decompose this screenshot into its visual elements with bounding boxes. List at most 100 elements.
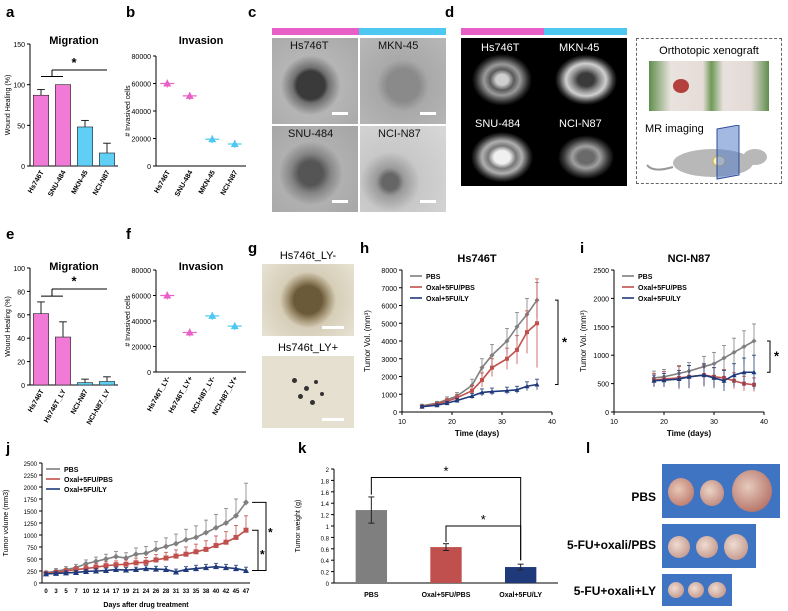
panel-label-g: g (248, 240, 258, 257)
data-point (193, 565, 199, 572)
bar (32, 313, 49, 386)
y-tick-label: 80 (17, 289, 25, 296)
y-tick-label: 100 (13, 266, 25, 273)
sig-bracket (252, 501, 267, 572)
data-point (93, 564, 99, 570)
y-tick-label: 2000 (24, 486, 38, 492)
x-tick-label: 10 (610, 419, 618, 426)
y-tick-label: 80000 (132, 54, 152, 61)
panel-label-e: e (6, 226, 15, 243)
photo-label: MKN-45 (378, 40, 419, 52)
tumor-photo-item (668, 536, 690, 558)
y-tick-label: 500 (597, 382, 609, 389)
x-tick-label: 24 (143, 589, 150, 595)
data-point (661, 377, 667, 383)
y-tick-label: 40 (17, 336, 25, 343)
data-point (676, 376, 682, 382)
panel-label-a: a (6, 4, 15, 21)
cell-dot (304, 386, 309, 391)
data-point (223, 539, 229, 545)
y-tick-label: 0 (34, 582, 38, 588)
mri-hs746t: Hs746T (461, 38, 543, 110)
x-tick-label: NCI-N87_LY+ (212, 376, 240, 417)
x-tick-label: 47 (243, 589, 250, 595)
x-tick-label: Hs746T_LY- (146, 375, 172, 413)
y-tick-label: 2500 (24, 462, 38, 468)
data-point (53, 570, 59, 576)
mri-label: Hs746T (481, 42, 520, 54)
data-point (123, 561, 129, 567)
x-tick-label: NCI-N87_LY (86, 388, 112, 426)
significance-star: * (481, 512, 486, 527)
x-tick-label: NCI-N87 (92, 169, 112, 196)
y-tick-label: 20 (17, 360, 25, 367)
sig-bracket (445, 525, 522, 561)
colorbar-magenta (272, 28, 359, 35)
tumor-photo-pbs (662, 464, 780, 518)
photo-g-label-minus: Hs746t_LY- (279, 250, 337, 262)
x-tick-label: 10 (398, 419, 406, 426)
data-point (243, 499, 249, 506)
panel-label-b: b (126, 4, 136, 21)
tumor-photo-oxali-ly (662, 574, 732, 606)
data-point (419, 404, 425, 409)
data-point (686, 374, 692, 379)
data-point (133, 551, 139, 558)
data-point (444, 400, 450, 406)
series-line (653, 371, 754, 382)
tumor-photo-item (688, 582, 704, 598)
tumor-photo-item (708, 582, 726, 598)
y-tick-label: 1250 (24, 522, 38, 528)
bar (99, 152, 116, 167)
y-tick-label: 250 (27, 570, 38, 576)
data-point (243, 567, 249, 574)
mri-ncin87: NCI-N87 (545, 114, 627, 186)
x-axis-label: Time (days) (455, 429, 500, 438)
x-tick-label: 26 (153, 589, 160, 595)
legend-label: Oxal+5FU/PBS (64, 477, 113, 484)
tumor-photo-item (732, 470, 772, 512)
panel-d-mri-grid: Hs746T MKN-45 SNU-484 NCI-N87 (461, 38, 627, 186)
y-axis-label: Tumor Vol. (mm³) (363, 310, 372, 372)
y-axis-label: Tumor Vol. (mm³) (579, 310, 588, 372)
x-tick-label: 19 (123, 589, 130, 595)
data-point (163, 79, 172, 87)
legend-label: PBS (64, 467, 79, 474)
x-axis-label: Time (days) (667, 429, 712, 438)
data-point (233, 512, 239, 519)
x-tick-label: 21 (133, 589, 140, 595)
x-tick-label: 31 (173, 589, 180, 595)
cell-dot (298, 394, 303, 399)
y-tick-label: 1750 (24, 498, 38, 504)
data-point (103, 556, 109, 562)
data-point (208, 135, 217, 143)
x-tick-label: MKN-45 (71, 169, 90, 195)
x-tick-label: 7 (74, 589, 78, 595)
significance-star: * (71, 55, 77, 70)
y-tick-label: 0 (393, 410, 397, 417)
data-point (113, 553, 119, 560)
bar (430, 547, 462, 583)
y-axis-label: # Invasived cells (125, 85, 132, 137)
legend-label: PBS (638, 274, 653, 281)
data-point (534, 381, 540, 387)
data-point (233, 534, 239, 540)
bar (54, 84, 71, 167)
y-tick-label: 1500 (24, 510, 38, 516)
chart-j-tumor-volume: Tumor volume (mm3) Days after drug treatm… (3, 462, 273, 609)
bar (77, 382, 94, 386)
data-point (504, 338, 510, 344)
bar (99, 381, 116, 386)
mr-label: MR imaging (645, 123, 704, 135)
y-tick-label: 20000 (132, 345, 152, 352)
y-tick-label: 100 (13, 83, 25, 90)
y-tick-label: 2000 (593, 296, 609, 303)
y-tick-label: 0 (21, 164, 25, 171)
y-tick-label: 1000 (593, 353, 609, 360)
x-tick-label: 28 (163, 589, 170, 595)
mri-label: NCI-N87 (559, 118, 602, 130)
chart-h-hs746t-growth: Hs746T Tumor Vol. (mm³) Time (days) 0 1000 20… (363, 253, 568, 438)
photo-label: Hs746T (290, 40, 329, 52)
tumor-photo-item (668, 478, 694, 506)
data-point (434, 402, 440, 408)
